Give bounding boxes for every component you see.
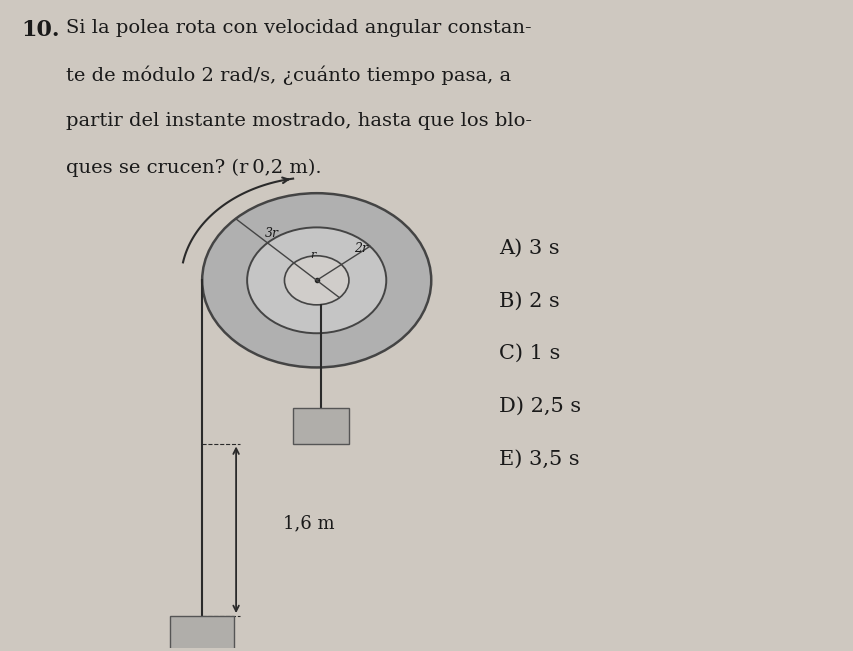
Text: r: r <box>310 250 315 260</box>
Text: B) 2 s: B) 2 s <box>498 291 560 311</box>
FancyBboxPatch shape <box>293 408 348 443</box>
Text: partir del instante mostrado, hasta que los blo-: partir del instante mostrado, hasta que … <box>67 112 531 130</box>
Text: E) 3,5 s: E) 3,5 s <box>498 450 579 469</box>
Text: Si la polea rota con velocidad angular constan-: Si la polea rota con velocidad angular c… <box>67 19 531 37</box>
Text: 2r: 2r <box>354 242 368 255</box>
Text: D) 2,5 s: D) 2,5 s <box>498 397 581 416</box>
Text: C) 1 s: C) 1 s <box>498 344 560 363</box>
Circle shape <box>247 227 386 333</box>
Text: 1,6 m: 1,6 m <box>282 514 334 533</box>
Text: A) 3 s: A) 3 s <box>498 238 559 257</box>
Text: 10.: 10. <box>21 19 60 41</box>
Circle shape <box>202 193 431 367</box>
Text: ques se crucen? (r 0,2 m).: ques se crucen? (r 0,2 m). <box>67 158 322 176</box>
Text: te de módulo 2 rad/s, ¿cuánto tiempo pasa, a: te de módulo 2 rad/s, ¿cuánto tiempo pas… <box>67 65 511 85</box>
Circle shape <box>284 256 349 305</box>
Text: 3r: 3r <box>264 227 279 240</box>
FancyBboxPatch shape <box>170 616 234 651</box>
